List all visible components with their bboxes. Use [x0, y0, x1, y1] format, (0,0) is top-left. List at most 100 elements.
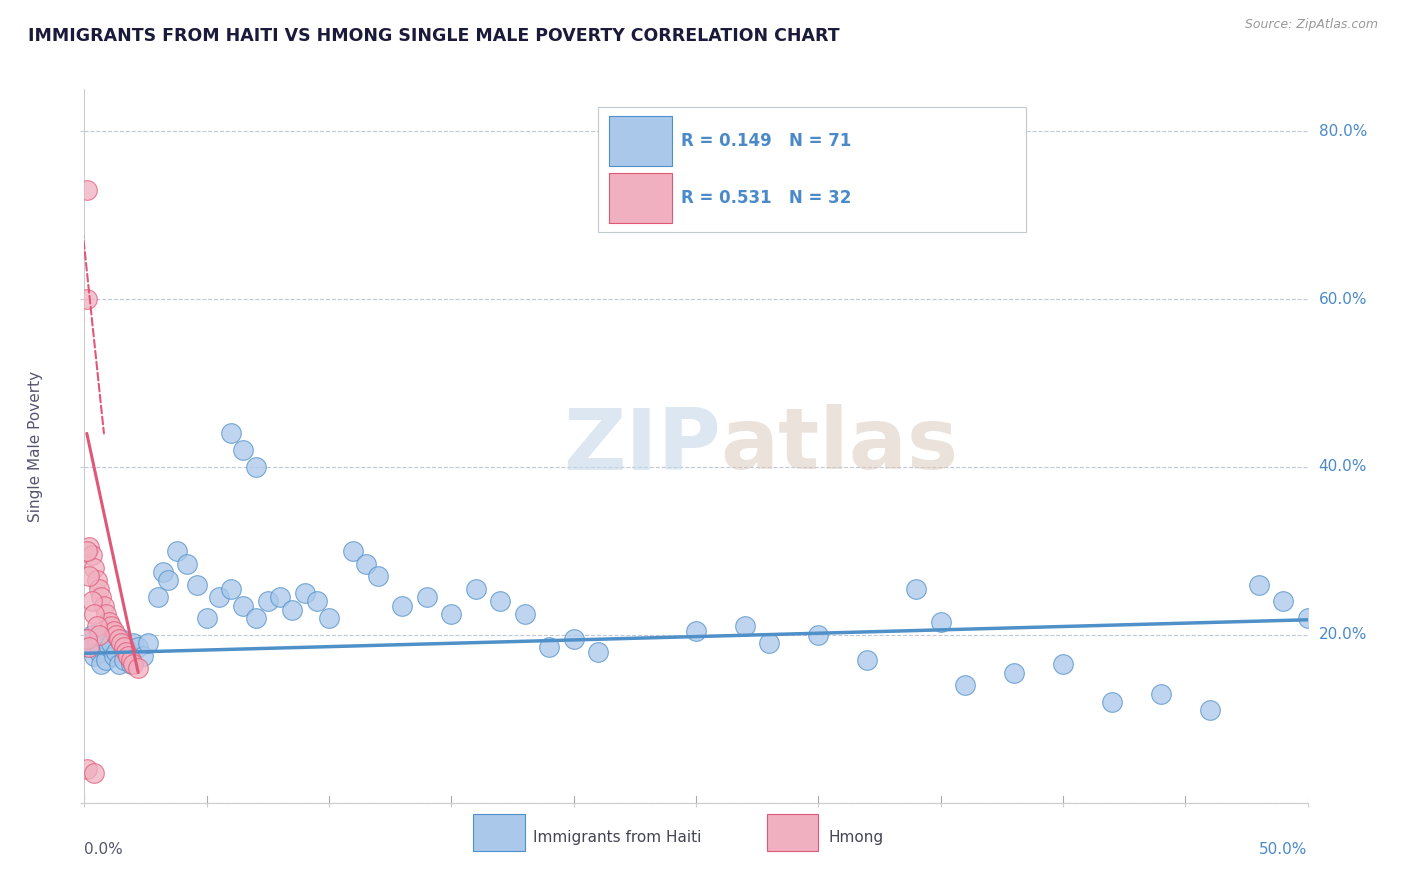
Point — [115, 645, 138, 659]
Point — [562, 632, 585, 646]
Point — [77, 640, 100, 655]
Point — [127, 661, 149, 675]
Point — [97, 615, 120, 630]
Point — [152, 565, 174, 579]
Point — [136, 636, 159, 650]
Point — [208, 590, 231, 604]
Text: 50.0%: 50.0% — [1260, 842, 1308, 857]
Point — [905, 582, 928, 596]
Point — [115, 640, 138, 655]
Point — [1198, 703, 1220, 717]
Point — [83, 560, 105, 574]
Point — [112, 653, 135, 667]
Text: ZIP: ZIP — [562, 404, 720, 488]
FancyBboxPatch shape — [609, 173, 672, 223]
Point — [269, 590, 291, 604]
Point — [86, 574, 108, 588]
Point — [117, 645, 139, 659]
Point — [80, 548, 103, 562]
Point — [1296, 611, 1319, 625]
Point — [245, 611, 267, 625]
Point — [186, 577, 208, 591]
Point — [1150, 687, 1173, 701]
Point — [195, 611, 218, 625]
Point — [929, 615, 952, 630]
Point — [86, 619, 108, 633]
Point — [103, 648, 125, 663]
Text: 0.0%: 0.0% — [84, 842, 124, 857]
Point — [105, 645, 128, 659]
Point — [107, 657, 129, 672]
Point — [120, 653, 142, 667]
Text: Source: ZipAtlas.com: Source: ZipAtlas.com — [1244, 18, 1378, 31]
Point — [685, 624, 707, 638]
Text: Immigrants from Haiti: Immigrants from Haiti — [533, 830, 702, 845]
Point — [305, 594, 328, 608]
Point — [856, 653, 879, 667]
Point — [87, 645, 110, 659]
FancyBboxPatch shape — [766, 814, 818, 851]
Point — [96, 607, 118, 621]
Point — [76, 183, 98, 197]
Point — [758, 636, 780, 650]
Point — [77, 640, 100, 655]
Point — [1247, 577, 1270, 591]
Point — [513, 607, 536, 621]
Point — [83, 766, 105, 780]
Point — [87, 582, 110, 596]
Point — [318, 611, 340, 625]
Point — [232, 599, 254, 613]
Point — [96, 653, 118, 667]
Point — [76, 292, 98, 306]
Point — [87, 628, 110, 642]
Point — [76, 544, 98, 558]
Point — [807, 628, 830, 642]
Point — [1002, 665, 1025, 680]
Point — [105, 628, 128, 642]
Point — [83, 607, 105, 621]
Point — [103, 624, 125, 638]
Point — [538, 640, 561, 655]
FancyBboxPatch shape — [474, 814, 524, 851]
Point — [100, 619, 122, 633]
Text: R = 0.149   N = 71: R = 0.149 N = 71 — [682, 132, 852, 150]
Point — [1272, 594, 1295, 608]
Text: atlas: atlas — [720, 404, 959, 488]
Point — [93, 632, 115, 646]
Point — [80, 628, 103, 642]
Text: IMMIGRANTS FROM HAITI VS HMONG SINGLE MALE POVERTY CORRELATION CHART: IMMIGRANTS FROM HAITI VS HMONG SINGLE MA… — [28, 27, 839, 45]
Point — [77, 540, 100, 554]
Point — [166, 544, 188, 558]
Point — [354, 557, 377, 571]
Point — [76, 632, 98, 646]
Point — [281, 603, 304, 617]
Text: Hmong: Hmong — [828, 830, 883, 845]
Point — [112, 640, 135, 655]
Point — [367, 569, 389, 583]
Point — [440, 607, 463, 621]
Point — [1052, 657, 1074, 672]
Point — [90, 657, 112, 672]
Point — [77, 569, 100, 583]
Point — [97, 640, 120, 655]
Point — [342, 544, 364, 558]
Point — [416, 590, 439, 604]
Point — [586, 645, 609, 659]
Point — [122, 636, 145, 650]
Point — [122, 657, 145, 672]
Point — [1101, 695, 1123, 709]
Point — [156, 574, 179, 588]
Point — [117, 648, 139, 663]
Point — [953, 678, 976, 692]
Point — [76, 762, 98, 776]
Point — [464, 582, 486, 596]
Text: 80.0%: 80.0% — [1319, 124, 1367, 138]
Point — [83, 648, 105, 663]
Point — [93, 599, 115, 613]
Point — [219, 582, 242, 596]
Point — [489, 594, 512, 608]
Point — [734, 619, 756, 633]
Text: 20.0%: 20.0% — [1319, 627, 1367, 642]
Point — [391, 599, 413, 613]
Point — [107, 632, 129, 646]
